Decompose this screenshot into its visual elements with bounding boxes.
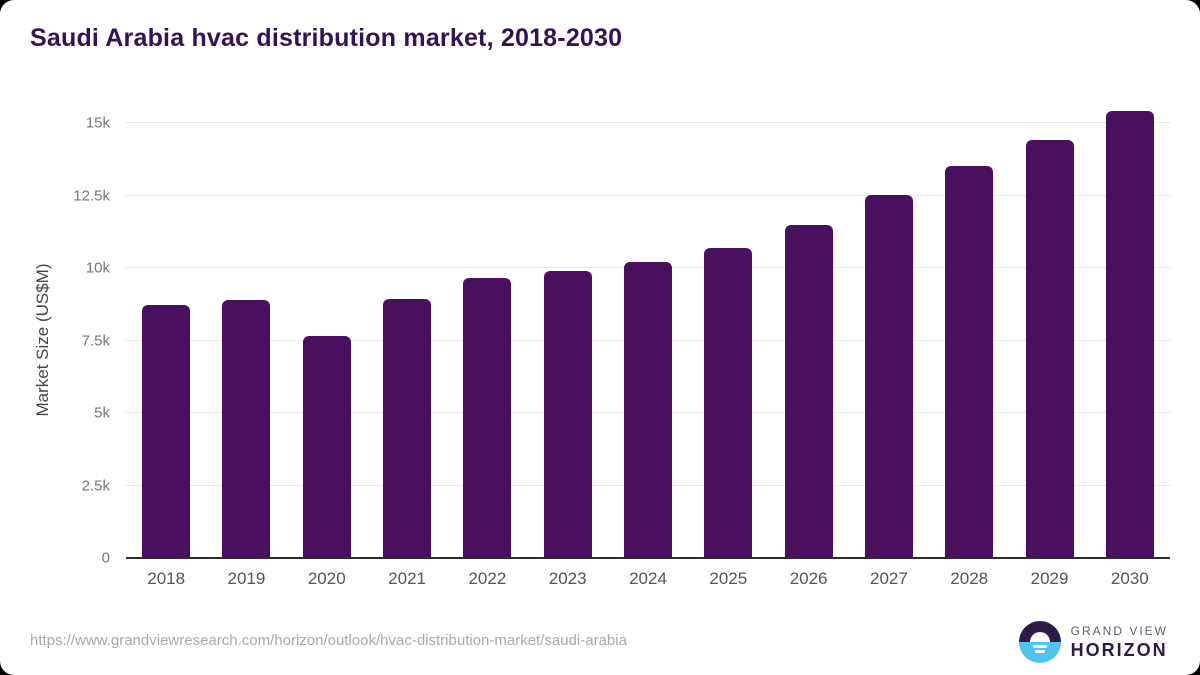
bar-slot: 2025 [688, 123, 768, 588]
bar-2028 [945, 165, 994, 558]
bar-slot: 2030 [1090, 110, 1170, 588]
bar-2022 [463, 277, 512, 558]
x-axis-label: 2019 [227, 569, 266, 588]
x-axis-label: 2029 [1030, 569, 1069, 588]
y-tick-label: 0 [101, 549, 110, 567]
bar-2026 [784, 224, 833, 558]
bar-slot: 2028 [929, 123, 1009, 588]
y-tick-label: 5k [94, 404, 110, 422]
bar-2029 [1025, 139, 1074, 558]
logo-reflection-line [1034, 650, 1045, 653]
bar-2025 [704, 247, 753, 558]
logo-sun-shape [1029, 632, 1050, 642]
brand-logo-text: GRAND VIEW HORIZON [1071, 624, 1168, 661]
y-tick-label: 2.5k [81, 477, 110, 495]
bar-slot: 2020 [287, 123, 367, 588]
source-url: https://www.grandviewresearch.com/horizo… [30, 632, 627, 649]
bar-2024 [623, 262, 672, 558]
y-axis-tick-labels: 0 2.5k 5k 7.5k 10k 12.5k 15k [0, 115, 110, 567]
x-axis-label: 2027 [870, 569, 908, 588]
bar-slot: 2029 [1009, 123, 1089, 588]
bar-2027 [864, 194, 913, 558]
brand-name-horizon: HORIZON [1070, 639, 1168, 660]
bar-2021 [383, 298, 432, 558]
bar-slot: 2019 [206, 123, 286, 588]
y-tick-label: 15k [85, 114, 110, 132]
y-tick-label: 10k [85, 259, 110, 277]
x-axis-label: 2024 [629, 569, 667, 588]
bar-slot: 2026 [768, 123, 848, 588]
bar-2018 [142, 304, 191, 558]
bar-slot: 2024 [608, 123, 688, 588]
bar-slot: 2018 [126, 123, 206, 588]
x-axis-label: 2030 [1110, 569, 1149, 588]
x-axis-label: 2022 [468, 569, 507, 588]
x-axis-label: 2025 [709, 569, 748, 588]
logo-reflection-line [1032, 645, 1047, 648]
plot-area: 2018 2019 2020 2021 2022 2023 2024 2025 2026 2027… [126, 110, 1170, 588]
gridline [126, 122, 1170, 123]
x-axis-label: 2028 [950, 569, 989, 588]
bar-2019 [222, 299, 271, 558]
x-axis-label: 2026 [789, 569, 828, 588]
bar-slot: 2021 [367, 123, 447, 588]
bar-2023 [543, 271, 592, 558]
gridline [126, 194, 1170, 196]
x-axis-label: 2018 [147, 569, 186, 588]
brand-name-grand-view: GRAND VIEW [1070, 623, 1168, 638]
x-axis-line [126, 557, 1170, 559]
bars-layer: 2018 2019 2020 2021 2022 2023 2024 2025 2026 2027… [126, 110, 1170, 588]
y-tick-label: 12.5k [73, 187, 110, 204]
logo-sky-half [1018, 621, 1061, 642]
x-axis-label: 2023 [548, 569, 587, 588]
bar-slot: 2027 [849, 123, 929, 588]
brand-logo: GRAND VIEW HORIZON [1018, 621, 1168, 663]
bar-slot: 2023 [528, 123, 608, 588]
bar-2030 [1105, 110, 1154, 558]
y-tick-label: 7.5k [81, 332, 110, 349]
bar-slot: 2022 [447, 123, 527, 588]
x-axis-label: 2020 [307, 569, 346, 588]
horizon-sun-logo-icon [1018, 621, 1061, 663]
chart-title: Saudi Arabia hvac distribution market, 2… [30, 24, 623, 52]
x-axis-label: 2021 [388, 569, 426, 588]
bar-2020 [302, 335, 351, 558]
